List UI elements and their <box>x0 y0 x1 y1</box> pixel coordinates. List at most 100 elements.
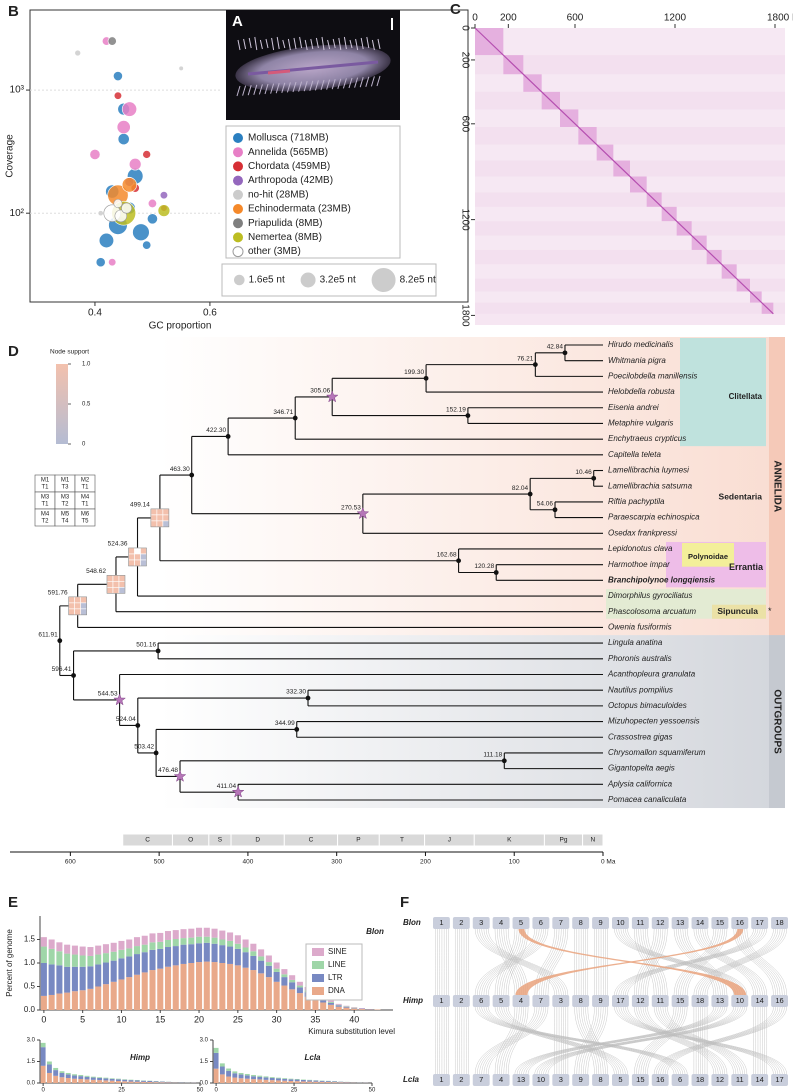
bar-segment <box>157 932 164 942</box>
synteny-line <box>485 1006 547 1075</box>
legend-swatch <box>312 987 324 995</box>
bar-segment <box>234 935 241 944</box>
bar-segment <box>40 946 47 963</box>
panel-letter: D <box>8 343 19 360</box>
legend-label: LTR <box>328 973 343 982</box>
bar-segment <box>219 1066 225 1075</box>
x-tick-label: 0 <box>41 1088 45 1092</box>
bar-segment <box>276 1078 281 1081</box>
legend-swatch <box>233 175 243 186</box>
synteny-line <box>742 928 783 996</box>
y-tick-label: 1.5 <box>27 1059 36 1065</box>
chromosome <box>771 995 788 1007</box>
bar-segment <box>203 942 210 962</box>
x-tick-label: 200 <box>500 13 517 24</box>
chromosome <box>492 917 510 929</box>
chromosome <box>631 995 649 1007</box>
chromosome-label: 18 <box>775 918 783 927</box>
bar-segment <box>219 945 226 963</box>
bar-segment <box>327 1002 334 1005</box>
support-cell <box>162 508 170 516</box>
chromosome-label: 6 <box>539 918 543 927</box>
size-legend-box <box>221 263 437 297</box>
bar-segment <box>358 1009 365 1010</box>
node-dot <box>552 507 558 513</box>
x-tick-label: 15 <box>155 1014 165 1024</box>
period-label: Pg <box>560 837 568 844</box>
bar-segment <box>56 942 63 952</box>
bar-segment <box>265 965 272 978</box>
worm-spine <box>264 83 269 95</box>
y-tick-label: 10² <box>10 208 25 219</box>
bar-segment <box>53 1070 59 1076</box>
y-tick-label: 600 <box>459 115 470 132</box>
bar-segment <box>141 935 148 945</box>
panel-letter: B <box>8 3 19 20</box>
bar-segment <box>141 944 148 953</box>
synteny-line <box>695 928 776 996</box>
grid-cell-text: M1 <box>41 478 50 484</box>
worm-spine <box>331 79 336 90</box>
worm-spine <box>253 84 258 95</box>
chromosome <box>512 995 530 1007</box>
bar-segment <box>269 1077 275 1078</box>
chromosome-label: 12 <box>636 996 644 1005</box>
legend-swatch <box>233 232 243 243</box>
bar-segment <box>219 939 226 946</box>
bar-segment <box>313 1081 319 1083</box>
bar-segment <box>115 1079 121 1081</box>
support-cell <box>162 520 170 528</box>
taxon-label: Whitmania pigra <box>608 356 666 365</box>
bar-segment <box>90 1079 96 1083</box>
bubble <box>74 49 81 57</box>
synteny-line <box>647 928 668 996</box>
bar-segment <box>141 1080 146 1082</box>
taxon-label: Phascolosoma arcuatum <box>608 607 696 616</box>
bar-segment <box>95 964 102 987</box>
chromosome-label: 5 <box>499 996 503 1005</box>
clade-box <box>712 604 766 619</box>
y-tick-label: 3.0 <box>200 1038 209 1044</box>
synteny-line <box>479 1006 540 1075</box>
bar-segment <box>64 992 71 1010</box>
legend-label: SINE <box>328 947 347 956</box>
synteny-line <box>644 928 666 996</box>
worm-spine <box>243 38 247 50</box>
legend-tick-label: 0.5 <box>82 402 91 408</box>
chromosome <box>532 1074 550 1086</box>
synteny-line <box>620 928 761 996</box>
worm-spine <box>242 85 247 96</box>
worm-spine <box>259 39 263 50</box>
x-tick-label: 0 <box>472 13 478 24</box>
bar-segment <box>48 939 55 949</box>
chromosome-label: 8 <box>598 1075 602 1084</box>
node-dot <box>527 491 533 497</box>
worm-spine <box>248 37 252 49</box>
bubble <box>121 101 137 117</box>
node-dot <box>135 723 141 728</box>
synteny-line <box>578 1006 600 1075</box>
bar-segment <box>72 1078 77 1083</box>
bar-segment <box>258 960 265 974</box>
grid-cell-text: T1 <box>41 485 49 491</box>
chromosome-label: 12 <box>656 918 664 927</box>
worm-spine <box>282 39 286 49</box>
bar-segment <box>84 1076 90 1080</box>
y-tick-label: 1200 <box>459 208 470 231</box>
node-dot <box>153 750 159 756</box>
bubble <box>142 150 151 159</box>
chromosome-label: 4 <box>499 1075 503 1084</box>
taxon-label: Lepidonotus clava <box>608 544 673 553</box>
support-cell <box>106 581 114 588</box>
synteny-line <box>640 1006 721 1075</box>
node-age-label: 524.36 <box>108 541 128 548</box>
bar-segment <box>64 944 71 954</box>
bar-segment <box>141 952 148 973</box>
bar-segment <box>118 949 125 959</box>
bar-segment <box>296 981 303 986</box>
bar-segment <box>319 1081 325 1083</box>
bar-segment <box>48 994 55 1010</box>
taxon-label: Pomacea canaliculata <box>608 795 687 804</box>
chromosome-label: 2 <box>459 996 463 1005</box>
synteny-line <box>706 928 768 996</box>
